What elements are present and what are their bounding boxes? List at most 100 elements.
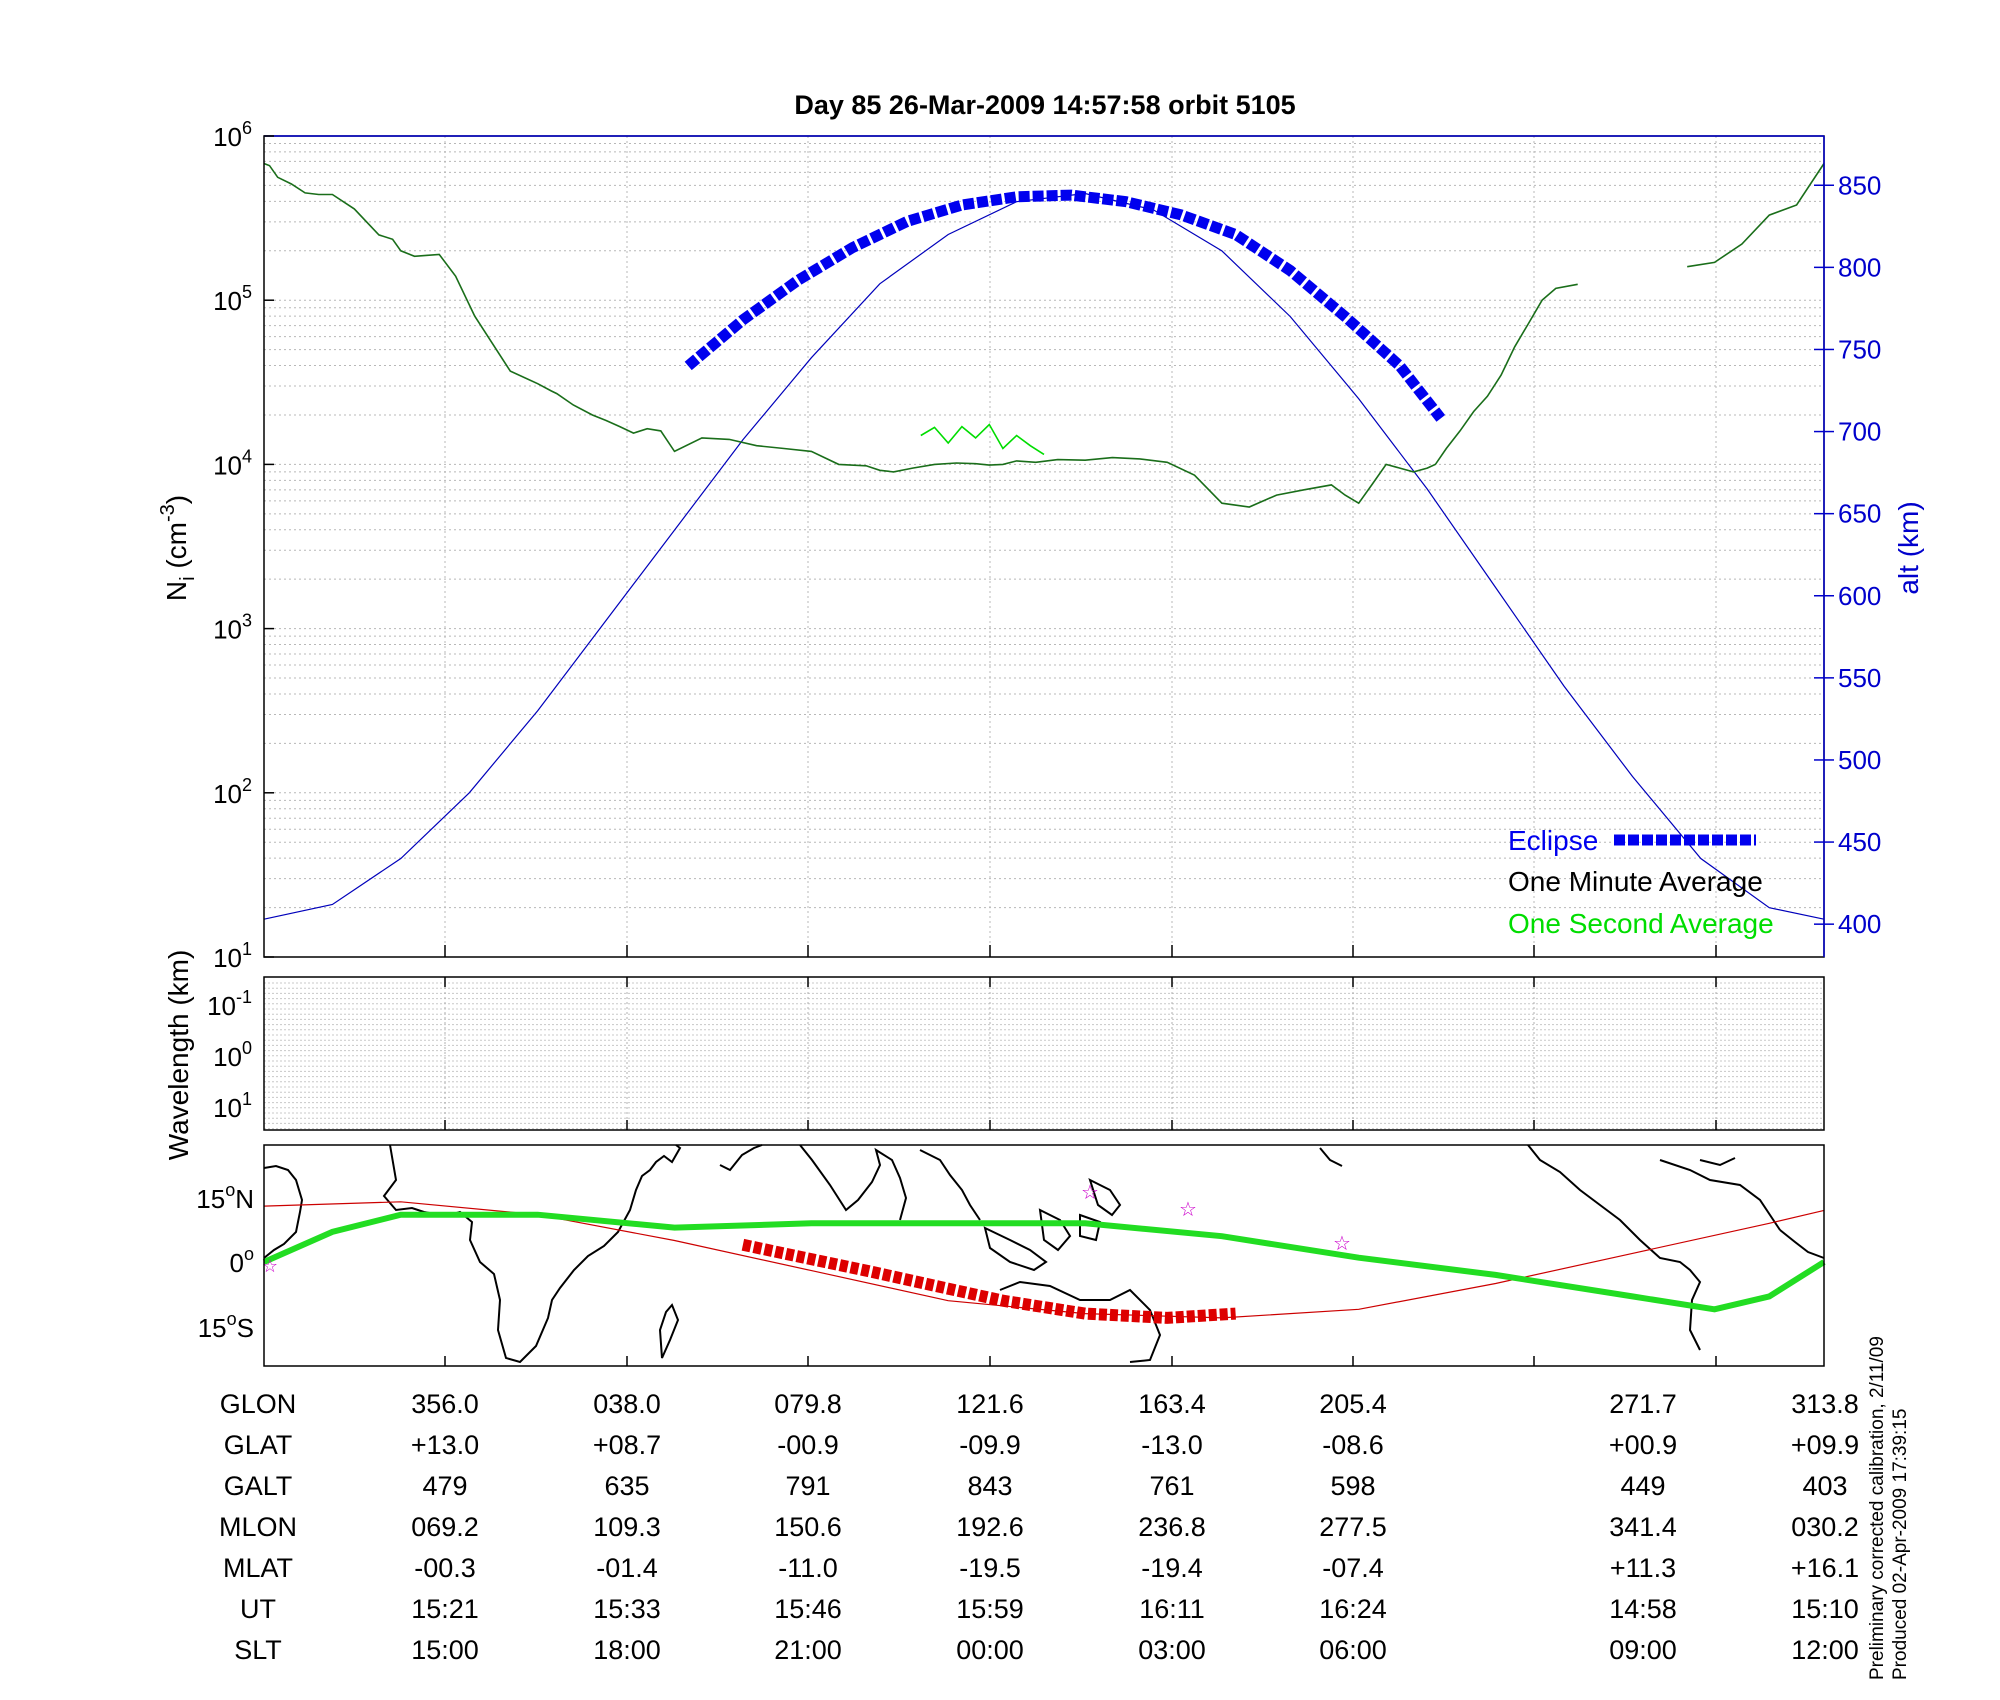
table-cell: -01.4 bbox=[596, 1553, 658, 1583]
station-marker-icon: ☆ bbox=[1081, 1182, 1099, 1204]
eclipse-track-line bbox=[741, 1238, 1236, 1324]
table-cell: +00.9 bbox=[1609, 1430, 1677, 1460]
map-tracks bbox=[262, 1201, 1826, 1366]
latitude-tick-label: 15oN bbox=[196, 1180, 254, 1214]
wavelength-y-label: Wavelength (km) bbox=[163, 950, 194, 1161]
table-cell: 038.0 bbox=[593, 1389, 661, 1419]
table-cell: 635 bbox=[604, 1471, 649, 1501]
table-cell: 163.4 bbox=[1138, 1389, 1206, 1419]
table-cell: 598 bbox=[1330, 1471, 1375, 1501]
table-cell: 21:00 bbox=[774, 1635, 842, 1665]
table-cell: -19.5 bbox=[959, 1553, 1021, 1583]
wavelength-tick-label: 100 bbox=[213, 1038, 252, 1072]
table-cell: -00.3 bbox=[414, 1553, 476, 1583]
density-series bbox=[263, 162, 1825, 920]
wavelength-tick-label: 10-1 bbox=[207, 987, 252, 1021]
table-cell: -11.0 bbox=[778, 1553, 838, 1583]
table-cell: +16.1 bbox=[1791, 1553, 1859, 1583]
legend-minute-label: One Minute Average bbox=[1508, 866, 1763, 897]
y2-tick-label: 500 bbox=[1838, 745, 1881, 775]
wavelength-grid bbox=[264, 977, 1824, 1130]
y2-tick-label: 400 bbox=[1838, 909, 1881, 939]
map-plot-frame bbox=[263, 1144, 1825, 1367]
eclipse-marker-line bbox=[684, 189, 1446, 422]
table-cell: +13.0 bbox=[411, 1430, 479, 1460]
station-marker-icon: ☆ bbox=[1333, 1233, 1351, 1255]
y2-tick-label: 850 bbox=[1838, 170, 1881, 200]
table-row-label: GLON bbox=[220, 1389, 297, 1419]
latitude-tick-label: 0o bbox=[230, 1244, 254, 1278]
produced-note: Produced 02-Apr-2009 17:39:15 bbox=[1890, 1409, 1911, 1680]
table-cell: 313.8 bbox=[1791, 1389, 1859, 1419]
station-marker-icon: ☆ bbox=[1179, 1199, 1197, 1221]
y2-tick-label: 600 bbox=[1838, 581, 1881, 611]
chart-title: Day 85 26-Mar-2009 14:57:58 orbit 5105 bbox=[794, 90, 1295, 120]
legend: Eclipse One Minute Average One Second Av… bbox=[1508, 825, 1774, 939]
table-row-label: MLON bbox=[219, 1512, 297, 1542]
table-cell: 479 bbox=[422, 1471, 467, 1501]
y2-tick-label: 550 bbox=[1838, 663, 1881, 693]
density-y-label-main: N bbox=[161, 581, 192, 601]
table-cell: 791 bbox=[785, 1471, 830, 1501]
y2-tick-label: 750 bbox=[1838, 334, 1881, 364]
table-cell: -08.6 bbox=[1322, 1430, 1384, 1460]
table-row-label: GALT bbox=[224, 1471, 293, 1501]
table-cell: 15:00 bbox=[411, 1635, 479, 1665]
y-tick-label: 102 bbox=[213, 775, 252, 809]
density-y-label-unit: (cm bbox=[161, 522, 192, 576]
y-tick-label: 105 bbox=[213, 282, 252, 316]
station-markers: ☆ ☆ ☆ ☆ bbox=[262, 1182, 1351, 1276]
y2-tick-label: 450 bbox=[1838, 827, 1881, 857]
table-cell: 16:11 bbox=[1139, 1594, 1205, 1624]
table-cell: 109.3 bbox=[593, 1512, 661, 1542]
table-cell: 192.6 bbox=[956, 1512, 1024, 1542]
density-y-label-sub: i bbox=[177, 576, 199, 580]
table-cell: 761 bbox=[1149, 1471, 1194, 1501]
density-y-label-unit-sup: -3 bbox=[157, 504, 179, 522]
table-cell: 205.4 bbox=[1319, 1389, 1387, 1419]
latitude-tick-label: 15oS bbox=[198, 1309, 254, 1343]
map-y-ticks: 15oN 0o 15oS bbox=[196, 1180, 254, 1343]
table-row-label: GLAT bbox=[224, 1430, 293, 1460]
legend-eclipse-label: Eclipse bbox=[1508, 825, 1598, 856]
table-cell: 403 bbox=[1802, 1471, 1847, 1501]
table-cell: 06:00 bbox=[1319, 1635, 1387, 1665]
table-cell: 15:10 bbox=[1791, 1594, 1859, 1624]
station-marker-icon: ☆ bbox=[262, 1256, 278, 1276]
table-cell: 15:33 bbox=[593, 1594, 661, 1624]
table-cell: 03:00 bbox=[1138, 1635, 1206, 1665]
table-cell: 341.4 bbox=[1609, 1512, 1677, 1542]
table-cell: 150.6 bbox=[774, 1512, 842, 1542]
density-y-ticks: 101 102 103 104 105 106 bbox=[213, 118, 274, 973]
table-cell: 079.8 bbox=[774, 1389, 842, 1419]
table-row-label: UT bbox=[240, 1594, 276, 1624]
table-cell: 16:24 bbox=[1319, 1594, 1387, 1624]
table-cell: +11.3 bbox=[1610, 1553, 1676, 1583]
table-cell: 236.8 bbox=[1138, 1512, 1206, 1542]
y-tick-label: 101 bbox=[213, 939, 252, 973]
table-cell: 449 bbox=[1620, 1471, 1665, 1501]
y-tick-label: 106 bbox=[213, 118, 252, 152]
table-cell: 12:00 bbox=[1791, 1635, 1859, 1665]
table-cell: 09:00 bbox=[1609, 1635, 1677, 1665]
y2-tick-label: 650 bbox=[1838, 499, 1881, 529]
one-second-average-line bbox=[920, 423, 1045, 456]
density-y-label: Ni (cm-3) bbox=[157, 495, 199, 601]
table-cell: +08.7 bbox=[593, 1430, 661, 1460]
table-cell: -09.9 bbox=[959, 1430, 1021, 1460]
y2-tick-label: 800 bbox=[1838, 252, 1881, 282]
table-cell: 15:21 bbox=[411, 1594, 479, 1624]
coastline-map bbox=[263, 1144, 1825, 1364]
calibration-note: Preliminary corrected calibration, 2/11/… bbox=[1867, 1336, 1888, 1680]
wavelength-tick-label: 101 bbox=[213, 1089, 252, 1123]
table-row-label: SLT bbox=[234, 1635, 282, 1665]
table-cell: 277.5 bbox=[1319, 1512, 1387, 1542]
table-cell: 14:58 bbox=[1609, 1594, 1677, 1624]
y-tick-label: 104 bbox=[213, 446, 252, 480]
table-cell: -07.4 bbox=[1322, 1553, 1384, 1583]
table-cell: -13.0 bbox=[1141, 1430, 1203, 1460]
magnetic-equator-line bbox=[262, 1211, 1826, 1313]
altitude-y-label: alt (km) bbox=[1893, 501, 1924, 594]
table-cell: 030.2 bbox=[1791, 1512, 1859, 1542]
